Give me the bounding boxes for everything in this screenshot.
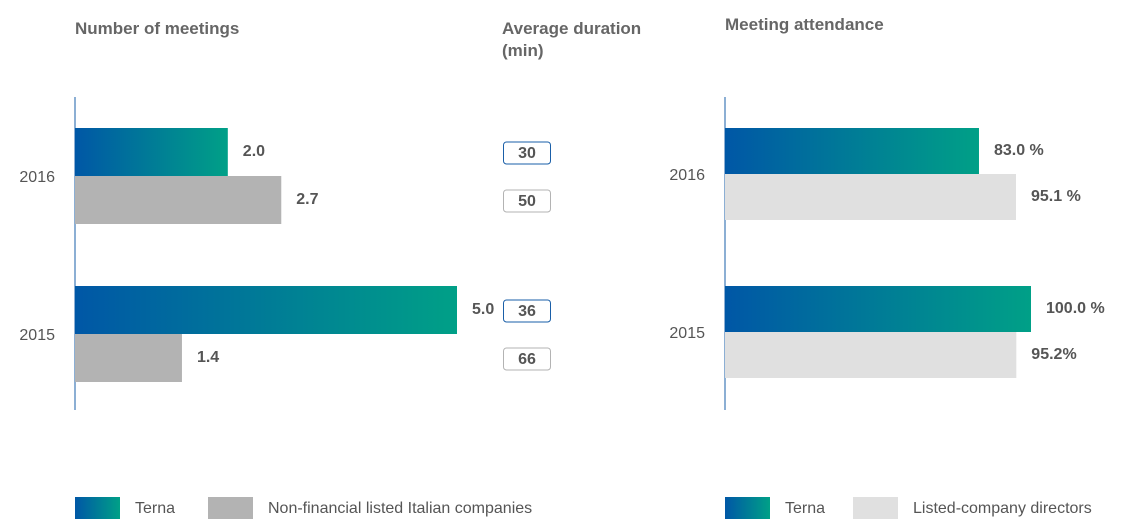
category-label: 2016: [669, 167, 705, 184]
duration-box: [503, 299, 551, 323]
bar: [75, 286, 457, 334]
legend-swatch: [75, 497, 120, 519]
legend-swatch: [208, 497, 253, 519]
bar: [725, 174, 1017, 220]
duration-value: 30: [518, 145, 536, 162]
legend-swatch: [725, 497, 770, 519]
value-label: 100.0 %: [1046, 300, 1105, 317]
legend-label: Non-financial listed Italian companies: [268, 500, 532, 517]
bar: [75, 334, 182, 382]
bar: [75, 176, 282, 224]
duration-value: 50: [518, 193, 536, 210]
duration-box: [503, 141, 551, 165]
value-label: 2.0: [243, 143, 265, 160]
value-label: 95.1 %: [1031, 188, 1081, 205]
bar: [725, 128, 979, 174]
legend-label: Listed-company directors: [913, 500, 1092, 517]
legend-swatch: [853, 497, 898, 519]
bar: [725, 286, 1031, 332]
duration-value: 66: [518, 351, 536, 368]
value-label: 5.0: [472, 301, 494, 318]
value-label: 2.7: [296, 191, 318, 208]
legend-label: Terna: [785, 500, 825, 517]
duration-box: [503, 189, 551, 213]
chart-title: Number of meetings: [75, 19, 240, 38]
value-label: 83.0 %: [994, 142, 1044, 159]
duration-box: [503, 347, 551, 371]
chart-title: Meeting attendance: [725, 15, 884, 34]
category-label: 2015: [19, 327, 55, 344]
value-label: 95.2%: [1031, 346, 1076, 363]
duration-value: 36: [518, 303, 536, 320]
legend-label: Terna: [135, 500, 175, 517]
category-label: 2015: [669, 325, 705, 342]
category-label: 2016: [19, 169, 55, 186]
bar: [75, 128, 228, 176]
value-label: 1.4: [197, 349, 219, 366]
chart-title: Average duration (min): [502, 19, 642, 60]
bar: [725, 332, 1017, 378]
